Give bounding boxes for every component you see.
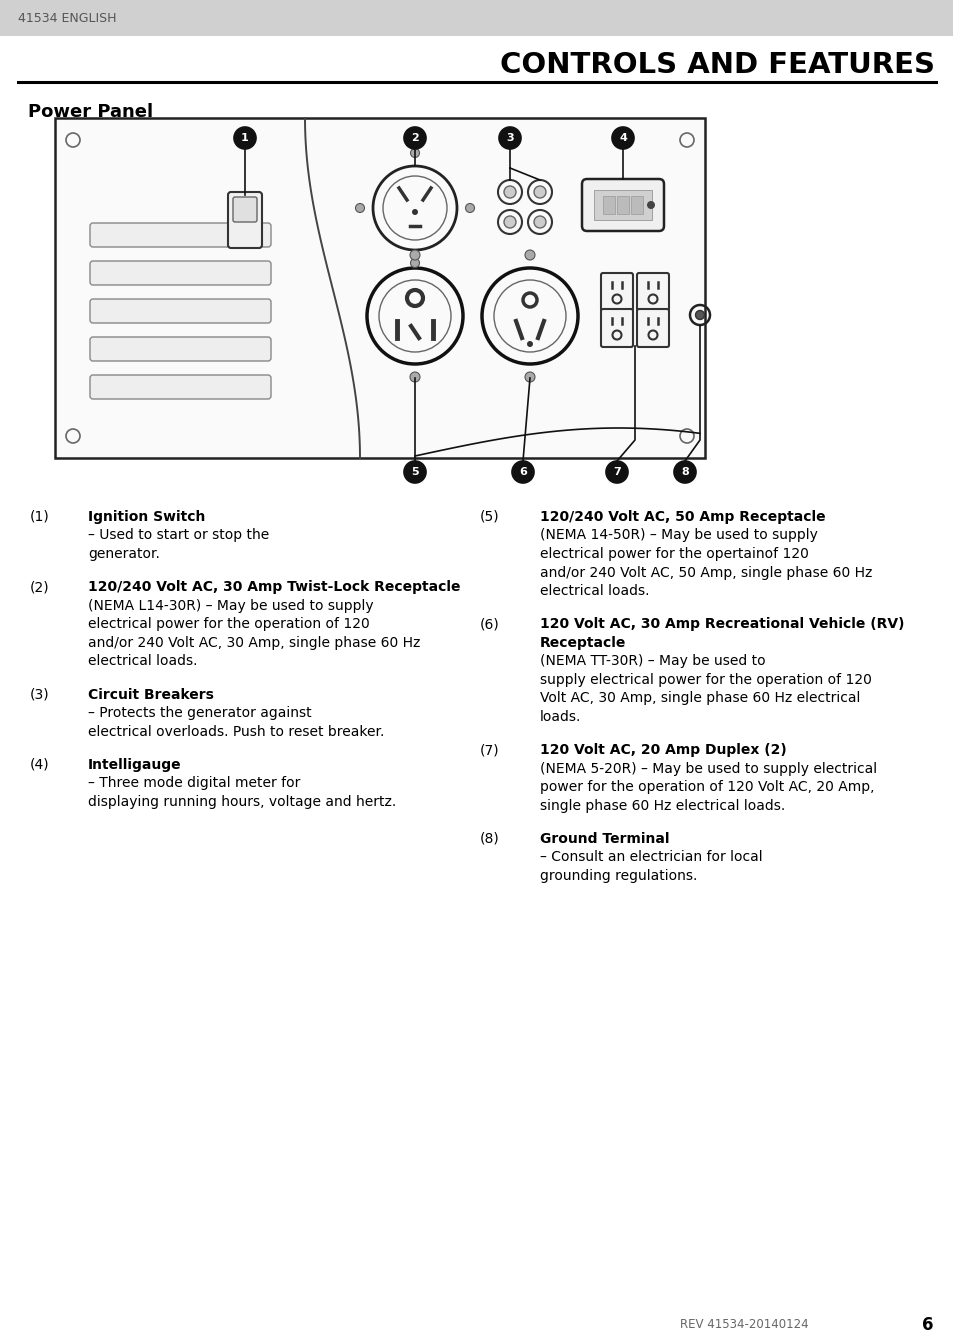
Circle shape: [503, 216, 516, 228]
Circle shape: [524, 250, 535, 260]
Text: 6: 6: [518, 467, 526, 476]
Circle shape: [503, 187, 516, 199]
FancyBboxPatch shape: [630, 196, 642, 213]
Text: REV 41534-20140124: REV 41534-20140124: [679, 1318, 808, 1331]
Text: 7: 7: [613, 467, 620, 476]
Text: 41534 ENGLISH: 41534 ENGLISH: [18, 12, 116, 24]
FancyBboxPatch shape: [617, 196, 628, 213]
Circle shape: [410, 149, 419, 157]
FancyBboxPatch shape: [581, 178, 663, 231]
Text: displaying running hours, voltage and hertz.: displaying running hours, voltage and he…: [88, 794, 395, 809]
Text: Circuit Breakers: Circuit Breakers: [88, 687, 213, 702]
Circle shape: [410, 259, 419, 267]
Circle shape: [512, 462, 534, 483]
FancyBboxPatch shape: [233, 197, 256, 221]
Circle shape: [534, 216, 545, 228]
Text: (NEMA 14-50R) – May be used to supply: (NEMA 14-50R) – May be used to supply: [539, 529, 817, 542]
FancyBboxPatch shape: [637, 309, 668, 348]
Circle shape: [605, 462, 627, 483]
Text: 6: 6: [922, 1317, 933, 1334]
FancyBboxPatch shape: [600, 309, 633, 348]
Text: (2): (2): [30, 580, 50, 595]
Text: power for the operation of 120 Volt AC, 20 Amp,: power for the operation of 120 Volt AC, …: [539, 780, 874, 794]
Text: 5: 5: [411, 467, 418, 476]
FancyBboxPatch shape: [594, 191, 651, 220]
Circle shape: [410, 372, 419, 382]
Text: 4: 4: [618, 133, 626, 144]
Circle shape: [355, 204, 364, 212]
Circle shape: [526, 341, 533, 348]
Text: 1: 1: [241, 133, 249, 144]
Circle shape: [673, 462, 696, 483]
FancyBboxPatch shape: [90, 374, 271, 399]
Text: CONTROLS AND FEATURES: CONTROLS AND FEATURES: [499, 51, 934, 79]
Circle shape: [612, 127, 634, 149]
Text: (7): (7): [479, 743, 499, 757]
Circle shape: [646, 201, 655, 209]
Text: electrical overloads. Push to reset breaker.: electrical overloads. Push to reset brea…: [88, 725, 384, 738]
Text: (8): (8): [479, 832, 499, 845]
Text: 2: 2: [411, 133, 418, 144]
FancyBboxPatch shape: [90, 337, 271, 361]
Text: 120 Volt AC, 30 Amp Recreational Vehicle (RV): 120 Volt AC, 30 Amp Recreational Vehicle…: [539, 617, 903, 631]
Text: – Used to start or stop the: – Used to start or stop the: [88, 529, 269, 542]
Text: electrical loads.: electrical loads.: [539, 584, 649, 599]
Text: (NEMA L14-30R) – May be used to supply: (NEMA L14-30R) – May be used to supply: [88, 599, 374, 613]
Circle shape: [410, 250, 419, 260]
FancyBboxPatch shape: [637, 272, 668, 311]
Text: and/or 240 Volt AC, 50 Amp, single phase 60 Hz: and/or 240 Volt AC, 50 Amp, single phase…: [539, 565, 871, 580]
FancyBboxPatch shape: [90, 223, 271, 247]
Text: (6): (6): [479, 617, 499, 631]
Circle shape: [534, 187, 545, 199]
FancyBboxPatch shape: [90, 299, 271, 323]
Circle shape: [695, 310, 703, 319]
Text: Ground Terminal: Ground Terminal: [539, 832, 669, 845]
Text: and/or 240 Volt AC, 30 Amp, single phase 60 Hz: and/or 240 Volt AC, 30 Amp, single phase…: [88, 636, 420, 650]
Circle shape: [403, 462, 426, 483]
Circle shape: [524, 372, 535, 382]
Text: loads.: loads.: [539, 710, 580, 723]
Text: supply electrical power for the operation of 120: supply electrical power for the operatio…: [539, 672, 871, 687]
FancyBboxPatch shape: [602, 196, 615, 213]
Text: electrical power for the operation of 120: electrical power for the operation of 12…: [88, 617, 370, 631]
Circle shape: [403, 127, 426, 149]
FancyBboxPatch shape: [0, 0, 953, 36]
Text: 120/240 Volt AC, 50 Amp Receptacle: 120/240 Volt AC, 50 Amp Receptacle: [539, 510, 824, 523]
Text: electrical power for the opertainof 120: electrical power for the opertainof 120: [539, 548, 808, 561]
FancyBboxPatch shape: [90, 260, 271, 285]
Text: (4): (4): [30, 758, 50, 772]
Text: 3: 3: [506, 133, 514, 144]
FancyBboxPatch shape: [228, 192, 262, 248]
Text: – Three mode digital meter for: – Three mode digital meter for: [88, 777, 300, 790]
Text: grounding regulations.: grounding regulations.: [539, 868, 697, 883]
Text: 120/240 Volt AC, 30 Amp Twist-Lock Receptacle: 120/240 Volt AC, 30 Amp Twist-Lock Recep…: [88, 580, 460, 595]
Text: Receptacle: Receptacle: [539, 636, 626, 650]
Circle shape: [412, 209, 417, 215]
Text: 120 Volt AC, 20 Amp Duplex (2): 120 Volt AC, 20 Amp Duplex (2): [539, 743, 786, 757]
Text: – Protects the generator against: – Protects the generator against: [88, 706, 312, 721]
Circle shape: [233, 127, 255, 149]
FancyBboxPatch shape: [600, 272, 633, 311]
Text: (3): (3): [30, 687, 50, 702]
Text: Intelligauge: Intelligauge: [88, 758, 181, 772]
Text: electrical loads.: electrical loads.: [88, 655, 197, 668]
Circle shape: [465, 204, 474, 212]
Text: generator.: generator.: [88, 548, 160, 561]
Text: – Consult an electrician for local: – Consult an electrician for local: [539, 851, 761, 864]
Text: 8: 8: [680, 467, 688, 476]
Text: Ignition Switch: Ignition Switch: [88, 510, 205, 523]
Text: (NEMA TT-30R) – May be used to: (NEMA TT-30R) – May be used to: [539, 655, 765, 668]
Text: single phase 60 Hz electrical loads.: single phase 60 Hz electrical loads.: [539, 798, 784, 813]
Text: (5): (5): [479, 510, 499, 523]
Text: Power Panel: Power Panel: [28, 103, 153, 121]
Circle shape: [498, 127, 520, 149]
Text: Volt AC, 30 Amp, single phase 60 Hz electrical: Volt AC, 30 Amp, single phase 60 Hz elec…: [539, 691, 860, 706]
Text: (NEMA 5-20R) – May be used to supply electrical: (NEMA 5-20R) – May be used to supply ele…: [539, 762, 876, 776]
Text: (1): (1): [30, 510, 50, 523]
FancyBboxPatch shape: [55, 118, 704, 458]
